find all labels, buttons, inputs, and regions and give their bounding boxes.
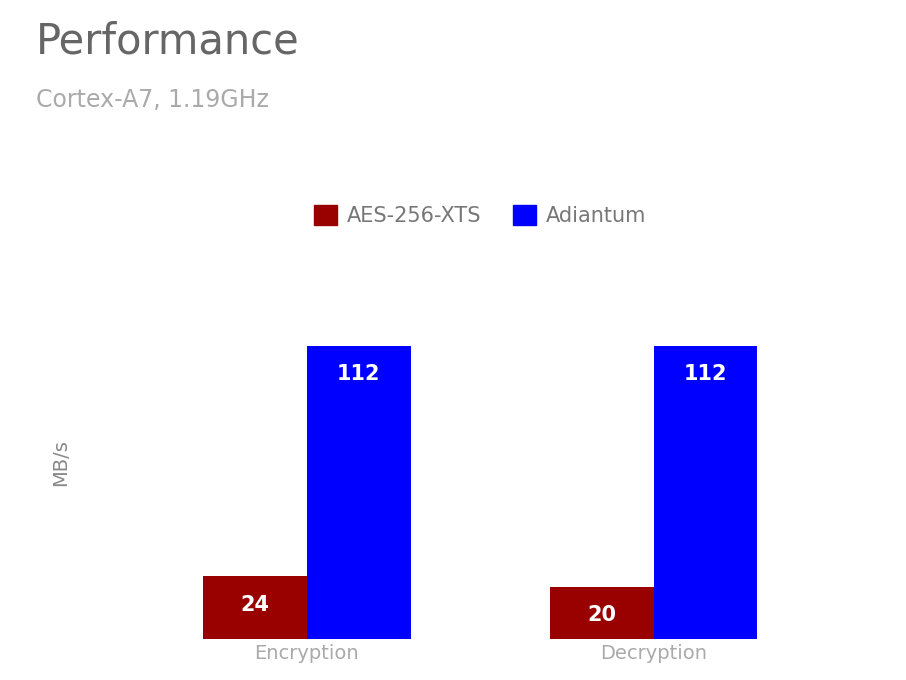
Text: Cortex-A7, 1.19GHz: Cortex-A7, 1.19GHz (36, 88, 269, 112)
Legend: AES-256-XTS, Adiantum: AES-256-XTS, Adiantum (305, 197, 655, 235)
Text: 112: 112 (684, 364, 728, 384)
Text: 112: 112 (337, 364, 381, 384)
Bar (550, 587, 653, 639)
Text: 20: 20 (587, 605, 616, 625)
Bar (653, 346, 757, 639)
Y-axis label: MB/s: MB/s (52, 439, 71, 486)
Bar (203, 577, 307, 639)
Bar (307, 346, 410, 639)
Text: 24: 24 (240, 595, 269, 615)
Text: Performance: Performance (36, 20, 300, 63)
